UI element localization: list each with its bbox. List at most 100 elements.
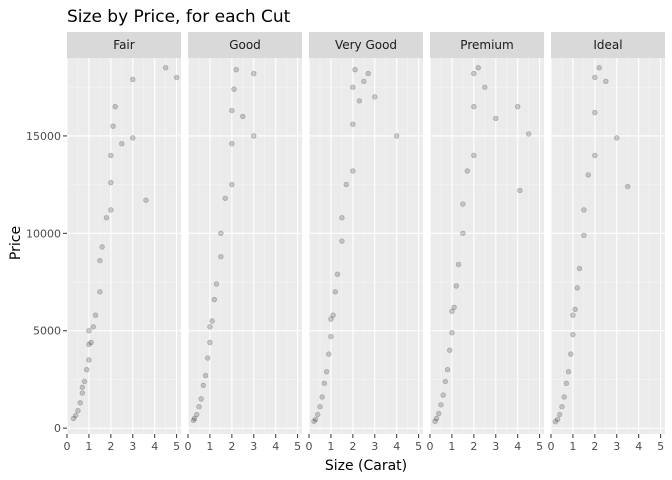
x-tick-label: 2	[228, 440, 235, 453]
data-point	[319, 394, 325, 400]
panel-background	[430, 58, 544, 434]
y-tick-label: 5000	[33, 325, 61, 338]
data-point	[99, 244, 105, 250]
data-point	[525, 131, 532, 137]
data-point	[218, 254, 224, 260]
data-point	[350, 168, 356, 174]
data-point	[97, 289, 103, 295]
data-point	[552, 419, 559, 425]
data-point	[603, 78, 609, 85]
data-point	[251, 133, 257, 139]
data-point	[482, 84, 488, 90]
data-point	[194, 411, 200, 418]
data-point	[334, 271, 341, 277]
x-tick-label: 0	[185, 440, 192, 453]
data-point	[585, 172, 591, 178]
data-point	[350, 121, 356, 127]
data-point	[222, 195, 228, 201]
data-point	[92, 312, 99, 318]
facet-very-good: Very Good 0 1 2 3 4 5	[306, 32, 423, 453]
data-point	[581, 232, 587, 238]
data-point	[130, 76, 136, 83]
x-axis-title: Size (Carat)	[325, 458, 407, 474]
data-point	[86, 341, 92, 348]
panel-background	[551, 58, 665, 434]
points	[432, 65, 532, 425]
facet-ideal: Ideal 0 1 2 3 4 5	[548, 32, 665, 453]
data-point	[453, 283, 460, 289]
chart-title: Size by Price, for each Cut	[67, 7, 291, 27]
data-point	[442, 378, 449, 385]
data-point	[162, 65, 169, 71]
data-point	[173, 74, 180, 81]
x-tick-label: 1	[85, 440, 92, 453]
x-tick-label: 3	[613, 440, 620, 453]
x-tick-label: 1	[206, 440, 213, 453]
panel-background	[188, 58, 302, 434]
x-tick-label: 5	[173, 440, 180, 453]
data-point	[568, 351, 574, 357]
data-point	[339, 238, 345, 244]
facet-fair: Fair 0 1 2 3 4 5	[64, 32, 181, 453]
data-point	[460, 201, 466, 207]
panel-background	[67, 58, 181, 434]
data-point	[75, 407, 81, 414]
data-point	[130, 135, 136, 141]
x-tick-label: 5	[294, 440, 301, 453]
x-tick-label: 0	[427, 440, 434, 453]
data-point	[517, 187, 523, 194]
data-point	[190, 417, 197, 424]
points	[552, 65, 631, 425]
data-point	[449, 329, 455, 336]
data-point	[576, 265, 583, 272]
facet-strip-label: Ideal	[593, 38, 622, 52]
data-point	[240, 113, 246, 120]
data-point	[455, 261, 462, 268]
data-point	[514, 104, 521, 110]
data-point	[592, 74, 598, 81]
x-tick-label: 3	[371, 440, 378, 453]
x-tick-label: 0	[64, 440, 71, 453]
data-point	[436, 410, 442, 417]
data-point	[233, 66, 239, 73]
data-point	[321, 380, 328, 387]
facet-premium: Premium 0 1 2 3 4 5	[427, 32, 544, 453]
data-point	[460, 230, 466, 237]
facet-strip	[551, 32, 665, 58]
data-point	[440, 392, 446, 398]
x-tick-label: 3	[250, 440, 257, 453]
facet-good: Good 0 1 2 3 4 5	[185, 32, 302, 453]
data-point	[557, 411, 563, 418]
facet-strip	[67, 32, 181, 58]
data-point	[343, 181, 349, 188]
x-tick-label: 2	[470, 440, 477, 453]
data-point	[471, 70, 477, 77]
data-point	[213, 281, 220, 287]
data-point	[326, 351, 332, 357]
facet-strip	[430, 32, 544, 58]
data-point	[211, 296, 218, 303]
data-point	[218, 230, 224, 237]
data-point	[205, 355, 211, 361]
x-tick-label: 5	[536, 440, 543, 453]
y-tick-label: 0	[54, 422, 61, 435]
data-point	[447, 347, 453, 353]
data-point	[451, 304, 457, 311]
panel-background	[309, 58, 423, 434]
x-tick-label: 5	[415, 440, 422, 453]
y-axis-title: Price	[8, 226, 24, 260]
data-point	[97, 257, 103, 264]
data-point	[323, 368, 330, 375]
facet-strip	[309, 32, 423, 58]
x-tick-label: 1	[569, 440, 576, 453]
data-point	[559, 404, 565, 410]
data-point	[86, 357, 92, 363]
x-tick-label: 1	[448, 440, 455, 453]
data-point	[438, 402, 444, 408]
x-tick-label: 4	[635, 440, 642, 453]
data-point	[471, 152, 477, 159]
facet-strip-label: Good	[229, 38, 261, 52]
data-point	[108, 152, 114, 159]
data-point	[108, 207, 114, 213]
